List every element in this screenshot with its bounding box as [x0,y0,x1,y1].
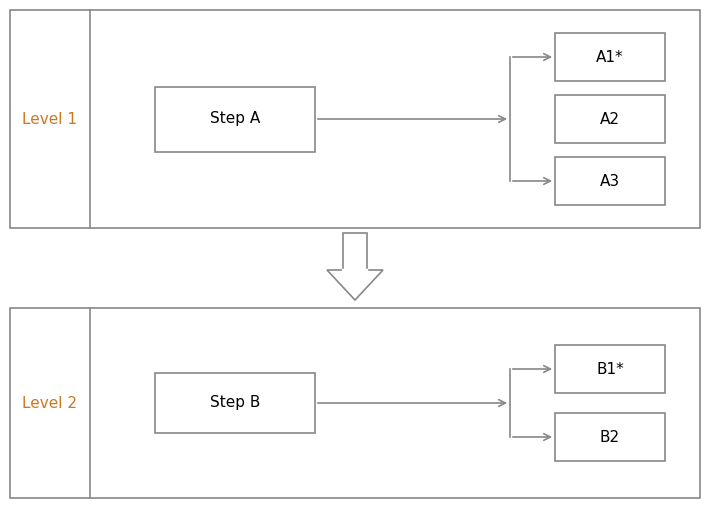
Bar [555,33,665,81]
Bar [555,413,665,461]
Polygon shape [327,270,383,300]
Bar [155,87,315,152]
Text: B2: B2 [600,430,620,444]
Text: Level 1: Level 1 [23,112,77,126]
Bar [155,373,315,433]
Text: Step B: Step B [210,395,260,411]
Text: A2: A2 [600,112,620,126]
Bar [10,10,700,228]
Text: Step A: Step A [210,112,260,126]
Bar [555,95,665,143]
Bar [555,157,665,205]
Text: B1*: B1* [596,361,624,376]
Bar [555,345,665,393]
Polygon shape [343,233,367,270]
Bar [10,308,700,498]
Text: A3: A3 [600,174,620,188]
Text: A1*: A1* [596,50,624,65]
Text: Level 2: Level 2 [23,395,77,411]
